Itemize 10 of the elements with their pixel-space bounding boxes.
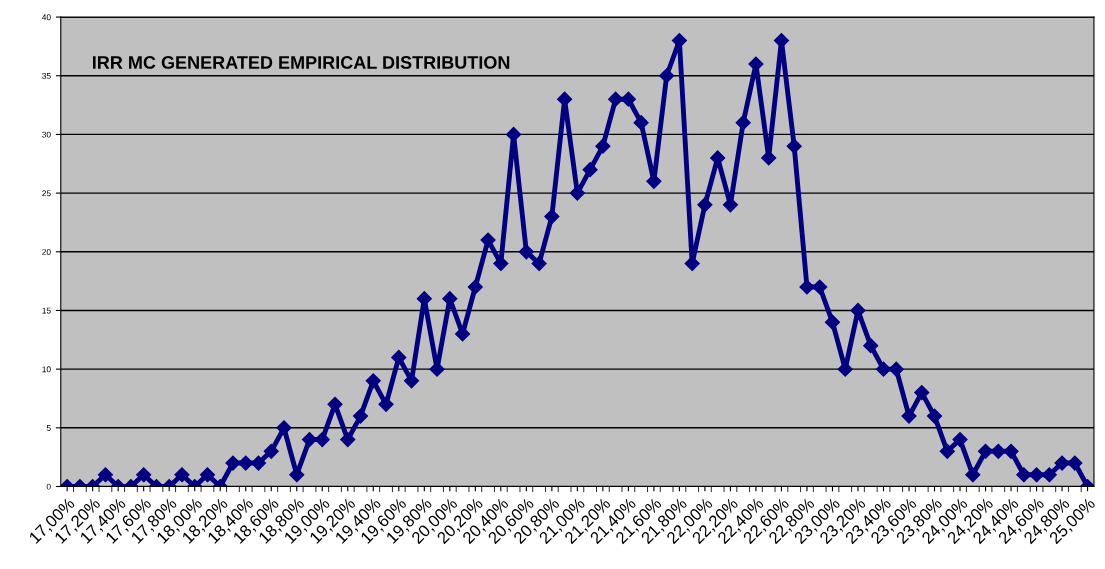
y-tick-label: 15 (42, 307, 51, 314)
text: IRR MC GENERATED EMPIRICAL DISTRIBUTION (92, 56, 510, 69)
y-tick-label: 20 (42, 248, 51, 255)
y-tick-label: 0 (46, 483, 51, 490)
y-tick-label: 10 (42, 366, 51, 373)
y-tick-label: 40 (41, 14, 51, 21)
y-tick-label: 35 (42, 72, 51, 79)
y-tick-label: 30 (42, 131, 51, 138)
y-tick-label: 5 (46, 425, 51, 431)
y-tick-label: 25 (42, 190, 51, 197)
